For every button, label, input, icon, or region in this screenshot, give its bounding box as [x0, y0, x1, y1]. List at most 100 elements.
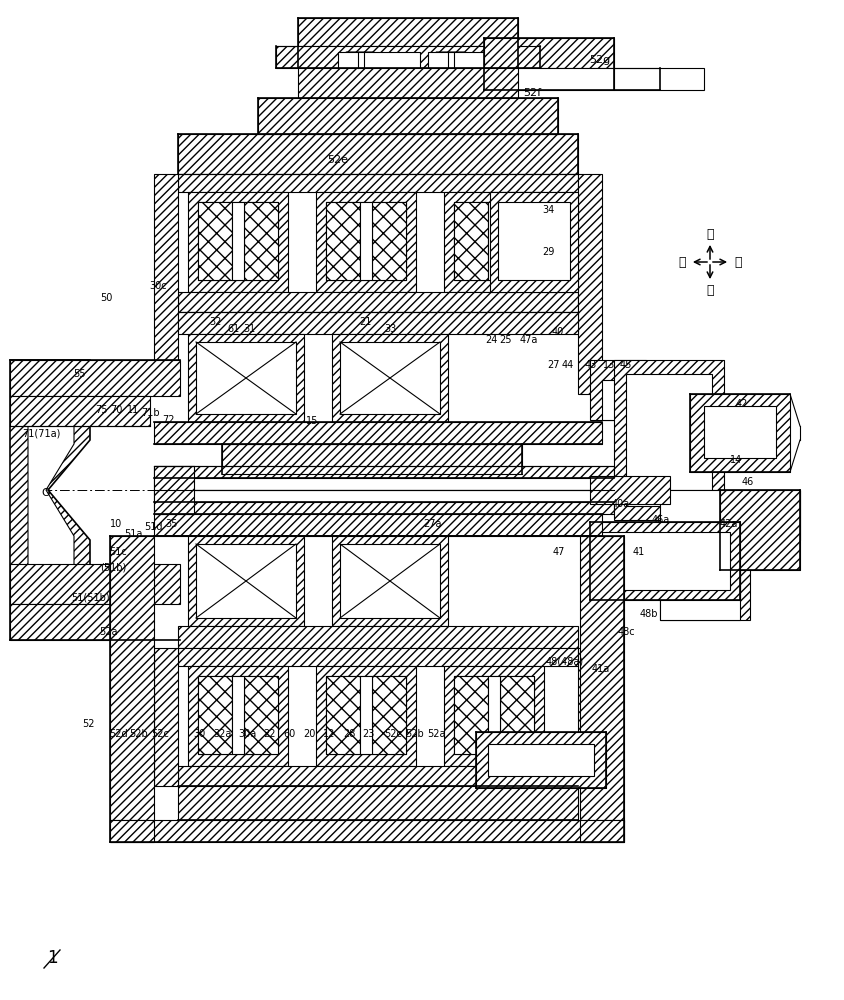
Polygon shape: [346, 52, 374, 68]
Text: 31: 31: [243, 324, 255, 334]
Bar: [188, 666, 288, 766]
Bar: [578, 174, 602, 394]
Bar: [338, 52, 420, 68]
Bar: [626, 374, 712, 506]
Text: 30c: 30c: [149, 281, 167, 291]
Text: 47a: 47a: [520, 335, 538, 345]
Text: 46: 46: [742, 477, 755, 487]
Bar: [10, 564, 180, 604]
Bar: [340, 342, 440, 414]
Bar: [326, 676, 406, 754]
Polygon shape: [28, 374, 74, 626]
Bar: [258, 98, 558, 134]
Bar: [178, 626, 578, 648]
Text: 52b: 52b: [130, 729, 149, 739]
Text: 51c: 51c: [109, 547, 127, 557]
Bar: [332, 536, 448, 626]
Bar: [578, 648, 602, 786]
Text: 25: 25: [500, 335, 512, 345]
Bar: [326, 202, 360, 280]
Text: 44: 44: [562, 360, 574, 370]
Bar: [232, 676, 244, 754]
Text: 72: 72: [162, 415, 174, 425]
Bar: [316, 666, 416, 766]
Bar: [178, 292, 578, 312]
Bar: [500, 202, 534, 280]
Text: O: O: [41, 488, 51, 498]
Bar: [454, 202, 534, 280]
Bar: [476, 732, 606, 788]
Text: 52e: 52e: [327, 155, 349, 165]
Text: 27: 27: [547, 360, 560, 370]
Bar: [198, 202, 278, 280]
Text: 47: 47: [553, 547, 565, 557]
Text: 48(48a): 48(48a): [546, 657, 584, 667]
Bar: [660, 490, 800, 540]
Text: 71b: 71b: [141, 408, 160, 418]
Bar: [360, 202, 372, 280]
Bar: [332, 334, 448, 422]
Bar: [454, 676, 534, 754]
Bar: [590, 476, 670, 504]
Text: 30: 30: [193, 729, 205, 739]
Bar: [340, 68, 390, 100]
Bar: [276, 46, 540, 68]
Text: 55: 55: [73, 369, 85, 379]
Text: 60: 60: [283, 729, 295, 739]
Bar: [430, 68, 480, 100]
Text: 12: 12: [322, 729, 335, 739]
Text: 50: 50: [100, 293, 112, 303]
Bar: [484, 68, 614, 90]
Text: 14: 14: [730, 455, 742, 465]
Text: 52d: 52d: [109, 729, 127, 739]
Text: 32: 32: [210, 317, 222, 327]
Bar: [196, 342, 296, 414]
Bar: [188, 192, 288, 292]
Text: 20: 20: [303, 729, 315, 739]
Bar: [444, 666, 544, 766]
Polygon shape: [110, 820, 154, 842]
Bar: [10, 396, 150, 426]
Bar: [660, 540, 750, 620]
Text: 52c: 52c: [384, 729, 402, 739]
Bar: [500, 676, 534, 754]
Bar: [10, 604, 150, 640]
Text: 41: 41: [633, 547, 645, 557]
Bar: [704, 406, 776, 458]
Text: 52f: 52f: [523, 88, 541, 98]
Bar: [372, 202, 406, 280]
Text: 71(71a): 71(71a): [22, 429, 60, 439]
Text: 上: 上: [706, 228, 714, 240]
Polygon shape: [10, 360, 90, 640]
Bar: [454, 676, 488, 754]
Bar: [110, 820, 624, 842]
Bar: [198, 676, 232, 754]
Text: 61: 61: [227, 324, 239, 334]
Text: 46a: 46a: [652, 515, 670, 525]
Bar: [690, 394, 790, 472]
Bar: [154, 422, 602, 444]
Text: 52b: 52b: [406, 729, 425, 739]
Text: 51a: 51a: [124, 529, 142, 539]
Bar: [154, 174, 178, 394]
Bar: [178, 174, 578, 192]
Bar: [488, 676, 500, 754]
Bar: [10, 360, 180, 396]
Bar: [154, 466, 194, 514]
Text: 10: 10: [110, 519, 122, 529]
Bar: [178, 766, 578, 786]
Text: 24: 24: [484, 335, 497, 345]
Polygon shape: [436, 52, 464, 68]
Text: 52g: 52g: [589, 55, 610, 65]
Text: 29: 29: [542, 247, 555, 257]
Text: 下: 下: [706, 284, 714, 296]
Bar: [720, 490, 800, 570]
Bar: [298, 68, 518, 98]
Bar: [488, 744, 594, 776]
Text: 33: 33: [384, 324, 396, 334]
Bar: [232, 202, 244, 280]
Text: 40a: 40a: [612, 499, 630, 509]
Text: 52: 52: [82, 719, 95, 729]
Bar: [110, 536, 154, 838]
Text: 23: 23: [362, 729, 374, 739]
